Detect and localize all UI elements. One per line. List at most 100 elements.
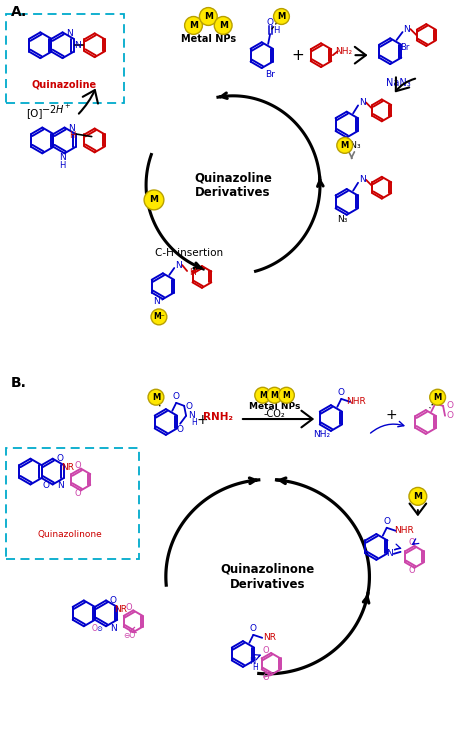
Text: N₃: N₃ <box>337 216 348 225</box>
Text: +: + <box>197 413 208 427</box>
Text: H: H <box>59 160 66 170</box>
Text: NR: NR <box>61 463 74 472</box>
Text: N: N <box>359 175 365 184</box>
Text: Metal NPs: Metal NPs <box>181 34 236 44</box>
Text: N: N <box>57 481 64 490</box>
Circle shape <box>337 137 353 154</box>
Circle shape <box>279 387 294 403</box>
Circle shape <box>430 389 446 405</box>
Text: NaN₃: NaN₃ <box>386 78 410 88</box>
Text: M: M <box>259 391 266 400</box>
Text: O: O <box>56 454 64 463</box>
Circle shape <box>184 16 202 34</box>
Text: C-H insertion: C-H insertion <box>155 248 223 258</box>
Text: M: M <box>271 391 278 400</box>
Text: O: O <box>110 595 117 605</box>
Text: N: N <box>69 124 75 133</box>
Text: M: M <box>204 12 213 21</box>
Circle shape <box>273 8 290 25</box>
Text: A.: A. <box>11 4 27 19</box>
Text: M: M <box>413 492 422 501</box>
Text: O: O <box>266 18 273 27</box>
Text: O: O <box>263 645 269 654</box>
Text: N⁺: N⁺ <box>153 297 164 306</box>
Text: M: M <box>283 391 290 400</box>
Text: ⊖O: ⊖O <box>123 630 136 639</box>
Text: [O]: [O] <box>26 107 43 118</box>
Text: M: M <box>149 195 158 204</box>
Text: ..: .. <box>386 545 392 554</box>
Text: O: O <box>408 539 415 548</box>
Text: O: O <box>447 401 454 410</box>
Text: N: N <box>249 657 255 666</box>
Text: O: O <box>126 603 133 612</box>
Text: O: O <box>383 517 390 527</box>
Text: ..: .. <box>251 653 255 659</box>
Text: Br: Br <box>401 43 410 51</box>
Circle shape <box>148 389 164 405</box>
Text: Br: Br <box>265 70 275 79</box>
Text: RNH₂: RNH₂ <box>203 412 233 422</box>
Text: O: O <box>447 411 454 420</box>
Text: O: O <box>185 402 192 411</box>
Text: H: H <box>253 663 258 672</box>
Text: N: N <box>175 260 182 269</box>
Text: +: + <box>291 48 304 63</box>
Text: O: O <box>263 674 269 683</box>
Text: N: N <box>359 98 365 107</box>
Text: H: H <box>189 269 195 278</box>
Text: H: H <box>273 25 279 34</box>
Text: NR: NR <box>114 605 128 614</box>
Text: M: M <box>152 392 160 401</box>
Text: Quinazolinone: Quinazolinone <box>37 530 102 539</box>
Text: M: M <box>434 392 442 401</box>
Text: O: O <box>432 393 438 402</box>
Text: O: O <box>177 425 183 434</box>
Text: Quinazoline
Derivatives: Quinazoline Derivatives <box>194 171 272 199</box>
Text: N: N <box>59 153 66 162</box>
Text: M: M <box>189 21 198 30</box>
Circle shape <box>255 387 271 403</box>
Text: O: O <box>173 392 180 401</box>
Text: $-2H^+$: $-2H^+$ <box>41 103 72 116</box>
Text: M: M <box>277 12 286 21</box>
Circle shape <box>144 190 164 210</box>
Text: NR: NR <box>264 633 277 642</box>
Text: N: N <box>386 549 393 558</box>
Text: N: N <box>110 624 117 633</box>
Text: Quinazoline: Quinazoline <box>31 80 97 90</box>
Text: O: O <box>74 489 81 498</box>
Circle shape <box>409 487 427 505</box>
Text: N: N <box>188 411 194 420</box>
Text: B.: B. <box>11 376 27 390</box>
Text: O: O <box>43 481 50 490</box>
Text: Quinazolinone
Derivatives: Quinazolinone Derivatives <box>220 562 315 591</box>
Text: NHR: NHR <box>393 526 413 535</box>
Text: M: M <box>341 141 349 150</box>
Text: NH₂: NH₂ <box>335 47 352 56</box>
Circle shape <box>267 387 283 403</box>
Text: NH₂: NH₂ <box>313 430 330 439</box>
Text: O: O <box>92 624 98 633</box>
Text: ⊙: ⊙ <box>97 626 102 632</box>
Text: NHR: NHR <box>346 398 366 407</box>
Text: H: H <box>191 419 197 427</box>
Text: N: N <box>74 41 81 50</box>
Text: O: O <box>250 624 257 633</box>
Text: ..: .. <box>317 427 322 433</box>
Text: M: M <box>219 21 228 30</box>
Text: -N₃: -N₃ <box>348 141 361 150</box>
Text: O: O <box>74 461 81 470</box>
Circle shape <box>151 309 167 325</box>
Text: N: N <box>66 28 73 37</box>
Text: O: O <box>408 566 415 575</box>
Text: H: H <box>69 131 75 140</box>
Circle shape <box>214 16 232 34</box>
Text: O: O <box>338 389 345 398</box>
Text: M⁻: M⁻ <box>153 313 165 322</box>
Text: N: N <box>403 25 410 34</box>
Text: Metal NPs: Metal NPs <box>249 401 300 410</box>
Circle shape <box>200 7 217 25</box>
Text: -CO₂: -CO₂ <box>264 409 285 419</box>
Text: +: + <box>385 408 397 422</box>
